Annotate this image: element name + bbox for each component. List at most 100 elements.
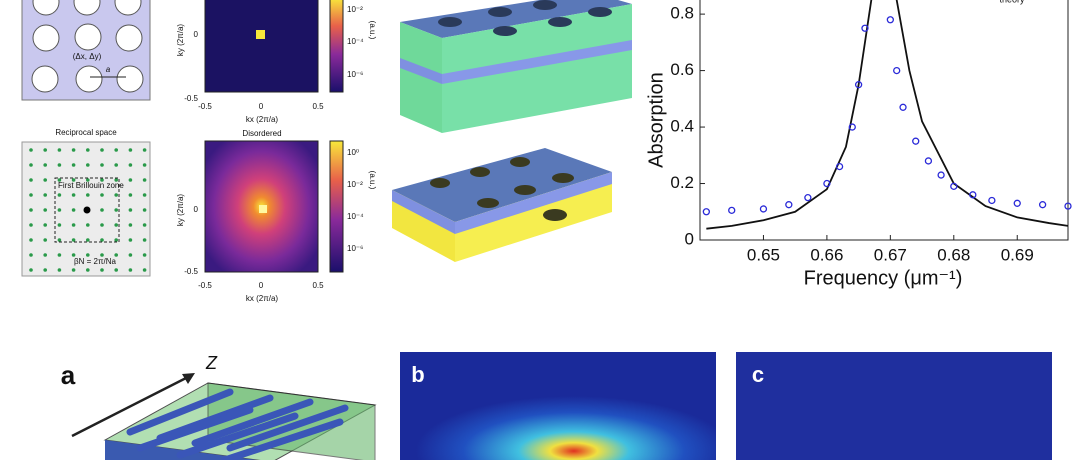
lattice-dot <box>57 178 62 182</box>
lattice-dot <box>29 193 33 197</box>
y-tick-label: 0.2 <box>670 173 694 192</box>
y-axis-label: Absorption <box>645 72 667 168</box>
lattice-dot <box>57 253 62 257</box>
displacement-label: (Δx, Δy) <box>73 52 102 61</box>
zone-label: First Brillouin zone <box>58 181 124 190</box>
disordered-peak <box>259 205 267 213</box>
data-point <box>861 24 869 32</box>
lattice-dot <box>43 268 47 272</box>
panel-label: a <box>61 360 76 390</box>
lattice-dot <box>100 148 104 152</box>
colorbar-tick: 10⁻⁶ <box>347 244 363 253</box>
brillouin-zone <box>54 177 120 243</box>
data-point <box>899 103 907 111</box>
x-tick-label: 0 <box>259 102 264 111</box>
lattice-dot <box>114 253 118 257</box>
lattice-dot <box>142 163 147 167</box>
lattice-dot <box>100 178 104 182</box>
lattice-dot <box>29 178 33 182</box>
x-tick-label: 0.68 <box>937 245 970 264</box>
y-tick-label: 0.6 <box>670 60 694 79</box>
lattice-dot <box>100 223 104 227</box>
slab-top <box>400 0 632 133</box>
y-tick-label: 0.4 <box>670 117 694 136</box>
data-point <box>886 16 894 24</box>
y-tick-label: 0 <box>194 30 199 39</box>
lattice-dot <box>86 253 90 257</box>
data-point <box>804 193 812 202</box>
z-arrowhead <box>182 373 195 384</box>
lattice-dot <box>57 208 62 212</box>
lattice-dot <box>114 268 118 272</box>
data-point <box>785 201 793 209</box>
lattice-dot <box>100 238 104 242</box>
slab-bottom <box>392 148 612 262</box>
lattice-holes <box>31 0 144 93</box>
reciprocal-dots <box>29 148 147 272</box>
lattice-dot <box>29 238 33 242</box>
lattice-dot <box>57 268 62 272</box>
colorbar-tick: 10⁰ <box>347 148 359 157</box>
lattice-dot <box>86 268 90 272</box>
theory-line <box>706 0 1068 230</box>
colorbar <box>329 0 344 93</box>
lattice-dot <box>142 223 147 227</box>
data-point <box>950 182 958 191</box>
x-tick-label: 0.66 <box>810 245 843 264</box>
data-point <box>937 171 945 179</box>
colorbar-tick: 10⁻² <box>347 5 363 14</box>
lattice-dot <box>114 208 118 212</box>
lattice-dot <box>142 253 147 257</box>
data-point <box>835 162 844 171</box>
panel-b-image <box>400 352 716 460</box>
reciprocal-title: Reciprocal space <box>55 128 117 137</box>
lattice-dot <box>43 208 47 212</box>
x-tick-label: 0.5 <box>312 102 324 111</box>
y-axis-label: ky (2π/a) <box>176 24 185 57</box>
data-point <box>759 205 768 213</box>
lattice-dot <box>71 253 76 257</box>
lattice-dot <box>114 163 118 167</box>
lattice-dot <box>86 193 90 197</box>
lattice-dot <box>71 268 76 272</box>
map-title: Disordered <box>242 129 281 138</box>
x-tick-label: 0.5 <box>312 281 324 290</box>
lattice-dot <box>114 238 118 242</box>
lattice-dot <box>128 178 133 182</box>
lattice-dot <box>128 253 133 257</box>
lattice-dot <box>57 148 62 152</box>
colorbar-tick: 10⁻⁴ <box>347 212 364 221</box>
lattice-dot <box>43 223 47 227</box>
lattice-dot <box>128 148 133 152</box>
absorption-chart: Absorption Frequency (μm⁻¹) theory 0 0.2 0… <box>645 0 1072 289</box>
colorbar-label: (a.u.) <box>368 171 377 190</box>
x-tick-label: 0.69 <box>1001 245 1034 264</box>
lattice-dot <box>100 208 104 212</box>
lattice-dot <box>142 268 147 272</box>
legend-entry: theory <box>999 0 1025 4</box>
lattice-dot <box>71 208 76 212</box>
lattice-dot <box>29 223 33 227</box>
data-point <box>893 66 901 75</box>
x-tick-label: 0 <box>259 281 264 290</box>
lattice-dot <box>86 238 90 242</box>
lattice-dot <box>100 253 104 257</box>
lattice-dot <box>86 148 90 152</box>
data-point <box>1013 199 1021 207</box>
data-point <box>823 179 831 188</box>
waveguide-box <box>103 382 377 460</box>
y-tick-label: 0 <box>685 229 694 248</box>
y-tick-label: -0.5 <box>184 267 198 276</box>
lattice-dot <box>57 238 62 242</box>
lattice-dot <box>128 208 133 212</box>
lattice-dot <box>43 238 47 242</box>
lattice-dot <box>57 163 62 167</box>
lattice-dot <box>29 268 33 272</box>
lattice-dot <box>128 193 133 197</box>
origin-dot <box>83 206 91 214</box>
data-point <box>912 137 920 145</box>
x-axis-label: Frequency (μm⁻¹) <box>804 267 963 289</box>
lattice-dot <box>114 178 118 182</box>
y-tick-label: 0 <box>194 205 199 214</box>
lattice-dot <box>128 238 133 242</box>
